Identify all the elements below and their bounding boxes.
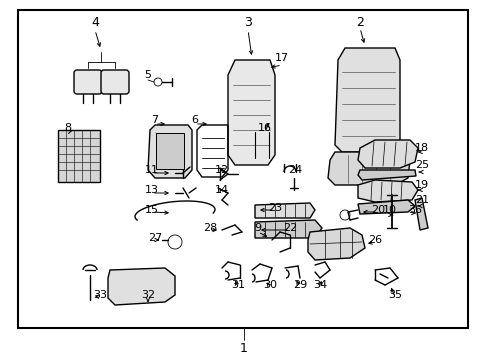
Text: 33: 33: [93, 290, 107, 300]
Polygon shape: [307, 228, 364, 260]
Polygon shape: [414, 198, 427, 230]
Text: 32: 32: [141, 290, 155, 300]
Text: 24: 24: [287, 165, 302, 175]
Text: 18: 18: [414, 143, 428, 153]
Polygon shape: [327, 152, 409, 185]
Polygon shape: [357, 170, 415, 180]
Bar: [58, 130, 100, 182]
Polygon shape: [254, 203, 314, 218]
Text: 29: 29: [292, 280, 306, 290]
Text: 23: 23: [267, 203, 282, 213]
Polygon shape: [334, 48, 399, 152]
Polygon shape: [357, 180, 417, 202]
Text: 12: 12: [215, 165, 228, 175]
Polygon shape: [254, 220, 321, 238]
Text: 30: 30: [263, 280, 276, 290]
Text: 7: 7: [151, 115, 158, 125]
Bar: [156, 133, 183, 169]
Text: 19: 19: [414, 180, 428, 190]
Polygon shape: [108, 268, 175, 305]
Text: 31: 31: [230, 280, 244, 290]
Text: 20: 20: [370, 205, 384, 215]
Text: 9: 9: [254, 223, 261, 233]
Bar: [18, 10, 467, 328]
Text: 27: 27: [147, 233, 162, 243]
Text: 13: 13: [145, 185, 159, 195]
Text: 35: 35: [387, 290, 401, 300]
Text: 25: 25: [414, 160, 428, 170]
Polygon shape: [357, 140, 417, 168]
Text: 15: 15: [145, 205, 159, 215]
Text: 17: 17: [274, 53, 288, 63]
Polygon shape: [227, 60, 274, 165]
Text: 1: 1: [240, 342, 247, 355]
Text: 2: 2: [355, 15, 363, 28]
Text: 22: 22: [282, 223, 297, 233]
Text: 4: 4: [91, 15, 99, 28]
Text: 6: 6: [191, 115, 198, 125]
Text: 36: 36: [407, 205, 421, 215]
Text: 16: 16: [258, 123, 271, 133]
Polygon shape: [148, 125, 192, 178]
Text: 10: 10: [382, 205, 396, 215]
Text: 14: 14: [215, 185, 228, 195]
Text: 5: 5: [144, 70, 151, 80]
Text: 34: 34: [312, 280, 326, 290]
FancyBboxPatch shape: [101, 70, 129, 94]
Text: 3: 3: [244, 15, 251, 28]
Text: 8: 8: [64, 123, 71, 133]
Text: 28: 28: [203, 223, 217, 233]
Text: 11: 11: [145, 165, 159, 175]
FancyBboxPatch shape: [74, 70, 102, 94]
Polygon shape: [357, 200, 414, 214]
Text: 21: 21: [414, 195, 428, 205]
Text: 26: 26: [367, 235, 381, 245]
